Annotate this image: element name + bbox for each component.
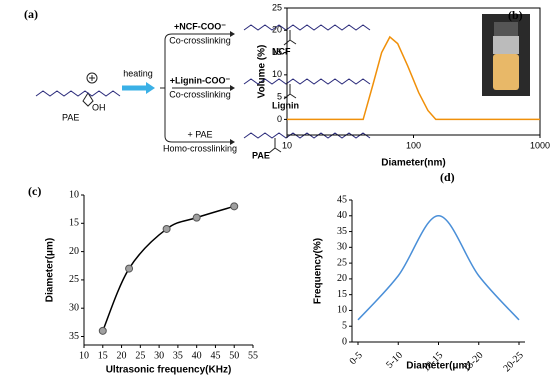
molecule-chain bbox=[35, 90, 121, 97]
y-tick-label: 15 bbox=[272, 47, 282, 57]
data-point bbox=[162, 224, 171, 233]
data-line bbox=[102, 205, 235, 332]
atom-label: OH bbox=[92, 102, 106, 112]
scheme: (a) PAE OH heating +NCF-COO⁻ Co-crosslin… bbox=[24, 7, 371, 160]
y-tick-label: 0 bbox=[277, 114, 282, 124]
panel-label: (a) bbox=[24, 7, 38, 21]
bracket bbox=[160, 33, 173, 143]
reactant-label: PAE bbox=[62, 112, 79, 122]
inset-photo bbox=[482, 14, 530, 96]
arrowheads bbox=[230, 31, 235, 145]
panel-label: (b) bbox=[508, 8, 523, 22]
y-tick-label: 5 bbox=[342, 321, 347, 332]
y-axis-title: Diameter(μm) bbox=[45, 238, 56, 302]
data-point bbox=[98, 326, 107, 335]
y-tick-label: 0 bbox=[342, 336, 347, 347]
x-tick-label: 25 bbox=[135, 350, 145, 361]
reagent-label: +NCF-COO⁻ bbox=[174, 21, 226, 31]
x-tick-label: 1000 bbox=[530, 140, 550, 150]
side-group bbox=[283, 30, 297, 46]
x-tick-label: 0-5 bbox=[348, 350, 365, 367]
molecule-chain bbox=[243, 24, 371, 31]
group-label: NCF bbox=[272, 46, 291, 56]
reagent-label: + PAE bbox=[187, 129, 212, 139]
y-tick-label: 40 bbox=[337, 210, 347, 221]
x-tick-label: 10 bbox=[79, 350, 89, 361]
y-tick-label: 25 bbox=[272, 2, 282, 12]
x-tick-label: 15 bbox=[98, 350, 108, 361]
y-tick-label: 5 bbox=[277, 91, 282, 101]
group-label: PAE bbox=[252, 150, 270, 160]
axis-line bbox=[351, 200, 525, 343]
group-label: Lignin bbox=[272, 100, 299, 110]
charge-symbol bbox=[86, 72, 98, 84]
panel-label: (d) bbox=[440, 170, 455, 184]
side-group bbox=[268, 138, 282, 154]
data-line bbox=[287, 35, 540, 121]
molecule-chain bbox=[243, 132, 371, 139]
y-tick-label: 35 bbox=[337, 226, 347, 237]
y-axis-title: Volume (%) bbox=[257, 45, 268, 99]
data-point bbox=[192, 213, 201, 222]
heating-arrow bbox=[146, 82, 155, 94]
data-point bbox=[230, 202, 239, 211]
y-tick-label: 15 bbox=[69, 218, 79, 229]
x-tick-label: 20 bbox=[117, 350, 127, 361]
x-tick-label: 5-10 bbox=[384, 350, 405, 371]
data-line bbox=[357, 215, 520, 321]
panel-label: (c) bbox=[28, 184, 41, 198]
condition-label: heating bbox=[123, 68, 153, 78]
axis-line bbox=[83, 195, 253, 346]
x-tick-label: 100 bbox=[406, 140, 421, 150]
x-tick-label: 35 bbox=[173, 350, 183, 361]
y-tick-label: 20 bbox=[69, 246, 79, 257]
y-tick-label: 30 bbox=[69, 303, 79, 314]
process-label: Co-crosslinking bbox=[169, 89, 231, 99]
reagent-label: +Lignin-COO⁻ bbox=[170, 75, 231, 85]
branch-arrows bbox=[172, 33, 230, 143]
y-tick-label: 35 bbox=[69, 331, 79, 342]
y-tick-label: 10 bbox=[69, 189, 79, 200]
y-tick-label: 25 bbox=[69, 274, 79, 285]
data-point bbox=[125, 264, 134, 273]
x-tick-label: 10 bbox=[282, 140, 292, 150]
x-axis-title: Diameter(nm) bbox=[381, 158, 445, 169]
y-tick-label: 20 bbox=[272, 25, 282, 35]
y-tick-label: 25 bbox=[337, 257, 347, 268]
y-tick-label: 15 bbox=[337, 289, 347, 300]
process-label: Co-crosslinking bbox=[169, 35, 231, 45]
y-tick-label: 30 bbox=[337, 242, 347, 253]
y-tick-label: 20 bbox=[337, 273, 347, 284]
x-axis-title: Diameter(μm) bbox=[406, 361, 470, 372]
molecule-chain bbox=[243, 78, 371, 85]
charge-symbol bbox=[89, 75, 95, 81]
y-tick-label: 10 bbox=[337, 305, 347, 316]
x-axis-title: Ultrasonic frequency(KHz) bbox=[106, 365, 232, 375]
y-axis-title: Frequency(%) bbox=[313, 238, 324, 304]
process-label: Homo-crosslinking bbox=[163, 143, 237, 153]
x-tick-label: 30 bbox=[154, 350, 164, 361]
x-tick-label: 55 bbox=[248, 350, 258, 361]
x-tick-label: 20-25 bbox=[501, 350, 525, 374]
x-tick-label: 40 bbox=[192, 350, 202, 361]
x-tick-label: 50 bbox=[229, 350, 239, 361]
x-tick-label: 45 bbox=[210, 350, 220, 361]
y-tick-label: 45 bbox=[337, 194, 347, 205]
ring bbox=[82, 92, 94, 107]
y-tick-label: 10 bbox=[272, 69, 282, 79]
